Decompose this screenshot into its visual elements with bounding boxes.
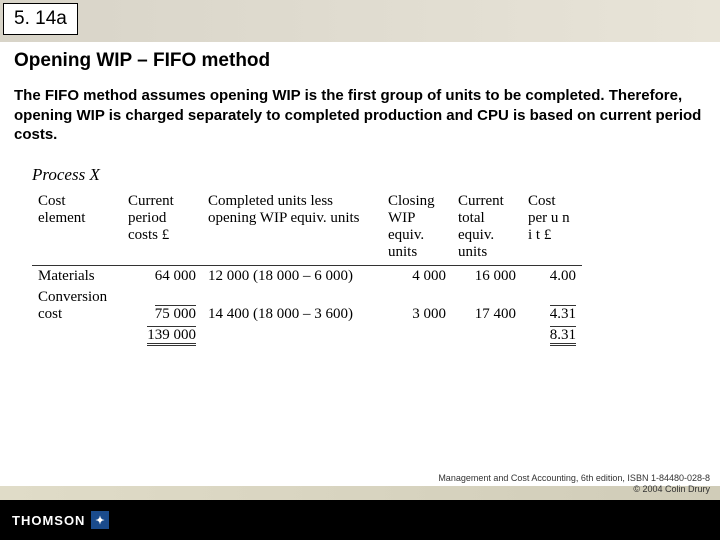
header-total-equiv: Current total equiv. units	[452, 191, 522, 266]
content-area: Opening WIP – FIFO method The FIFO metho…	[14, 50, 706, 346]
header-completed-units: Completed units less opening WIP equiv. …	[202, 191, 382, 266]
cell-conversion-cpu: 4.31	[522, 287, 582, 325]
cell-total-cost: 139 000	[122, 325, 202, 346]
header-background	[0, 0, 720, 42]
cell-materials-label: Materials	[32, 265, 122, 287]
cell-total-cpu: 8.31	[522, 325, 582, 346]
cell-materials-cost: 64 000	[122, 265, 202, 287]
credits-line1: Management and Cost Accounting, 6th edit…	[438, 473, 710, 485]
header-current-period: Current period costs £	[122, 191, 202, 266]
table-row: Conversion cost 75 000 14 400 (18 000 – …	[32, 287, 582, 325]
credits: Management and Cost Accounting, 6th edit…	[438, 473, 710, 496]
cost-table: Cost element Current period costs £ Comp…	[32, 191, 706, 346]
table-header-row: Cost element Current period costs £ Comp…	[32, 191, 582, 266]
cell-materials-total: 16 000	[452, 265, 522, 287]
header-cost-element: Cost element	[32, 191, 122, 266]
slide-number-box: 5. 14a	[3, 3, 78, 35]
body-paragraph: The FIFO method assumes opening WIP is t…	[14, 86, 706, 145]
credits-line2: © 2004 Colin Drury	[438, 484, 710, 496]
cell-conversion-completed: 14 400 (18 000 – 3 600)	[202, 287, 382, 325]
cell-conversion-closing: 3 000	[382, 287, 452, 325]
table-row: Materials 64 000 12 000 (18 000 – 6 000)…	[32, 265, 582, 287]
cell-materials-cpu: 4.00	[522, 265, 582, 287]
star-icon: ✦	[91, 511, 109, 529]
process-label: Process X	[32, 165, 706, 185]
cell-conversion-total: 17 400	[452, 287, 522, 325]
cell-conversion-label: Conversion cost	[32, 287, 122, 325]
header-closing-wip: Closing WIP equiv. units	[382, 191, 452, 266]
header-cost-per-unit: Cost per u n i t £	[522, 191, 582, 266]
brand-logo: THOMSON ✦	[12, 511, 109, 529]
brand-text: THOMSON	[12, 513, 85, 528]
cell-conversion-cost: 75 000	[122, 287, 202, 325]
table-total-row: 139 000 8.31	[32, 325, 582, 346]
cell-materials-closing: 4 000	[382, 265, 452, 287]
footer: THOMSON ✦	[0, 500, 720, 540]
slide-title: Opening WIP – FIFO method	[14, 50, 706, 72]
cell-materials-completed: 12 000 (18 000 – 6 000)	[202, 265, 382, 287]
